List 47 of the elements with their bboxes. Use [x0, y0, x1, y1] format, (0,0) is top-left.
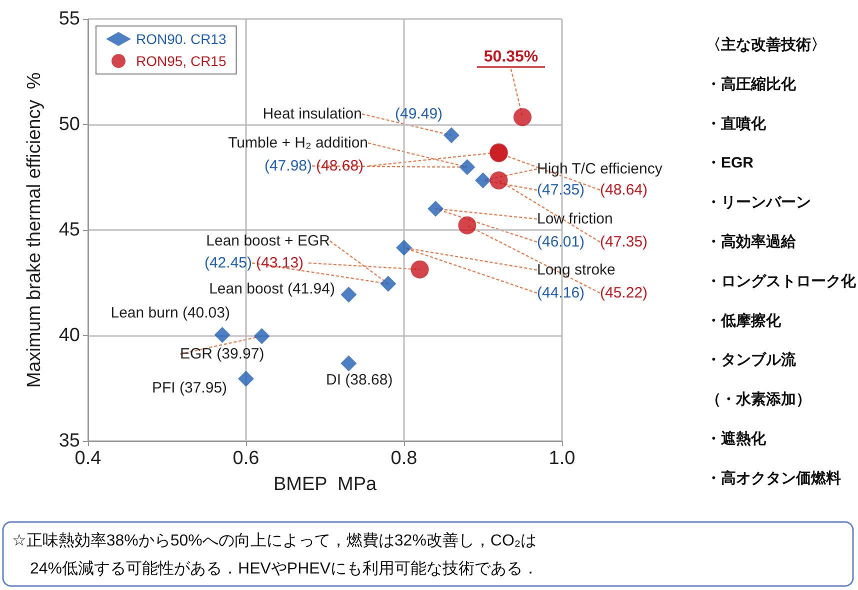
- text: ・高効率過給: [706, 232, 797, 250]
- y-tick-label: 45: [58, 220, 80, 240]
- y-tick-label: 55: [58, 8, 80, 30]
- data-label: (46.01): [537, 234, 585, 250]
- data-label: (49.49): [395, 106, 443, 122]
- x-tick-label: 0.8: [390, 448, 418, 469]
- data-label: (42.45): [204, 254, 252, 272]
- data-label: (47.98): [264, 158, 312, 174]
- text: ・EGR: [706, 154, 754, 172]
- annotation: DI (38.68): [326, 372, 393, 388]
- text: ・低摩擦化: [706, 311, 782, 330]
- annotation: Heat insulation: [262, 106, 362, 122]
- text: 〈主な改善技術〉: [706, 36, 826, 54]
- x-tick-label: 1.0: [548, 448, 576, 469]
- data-label: (48.64): [600, 182, 648, 198]
- y-axis-title: Maximum brake thermal efficiency %: [24, 72, 45, 388]
- annotation: Lean burn (40.03): [110, 304, 230, 322]
- legend-label: RON95, CR15: [136, 53, 226, 69]
- data-label: (44.16): [537, 284, 585, 302]
- text: ・高オクタン価燃料: [706, 468, 841, 487]
- text: ・遮熱化: [706, 430, 767, 448]
- text: ・高圧縮比化: [706, 74, 797, 93]
- text: （・水素添加）: [706, 391, 811, 408]
- legend-label: RON90. CR13: [136, 31, 226, 47]
- y-tick-label: 50: [58, 114, 80, 135]
- x-tick-label: 0.6: [232, 448, 260, 469]
- annotation: Low friction: [537, 210, 613, 228]
- annotation: EGR (39.97): [180, 346, 264, 362]
- text: ・直噴化: [706, 115, 767, 132]
- data-label: 50.35%: [484, 48, 538, 66]
- y-tick-label: 40: [58, 325, 80, 346]
- data-label: (45.22): [600, 284, 648, 302]
- annotation: PFI (37.95): [152, 380, 228, 396]
- text: ・ロングストローク化: [706, 272, 857, 290]
- data-label: (47.35): [537, 182, 585, 198]
- text: ☆正味熱効率38%から50%への向上によって，燃費は32%改善し，CO₂は: [12, 532, 537, 550]
- annotation: Lean boost + EGR: [206, 232, 330, 250]
- x-axis-title: BMEP MPa: [273, 474, 377, 495]
- data-label: (43.13): [256, 254, 304, 272]
- text: ・リーンバーン: [706, 194, 811, 212]
- annotation: Lean boost (41.94): [209, 280, 335, 298]
- text: ・タンブル流: [706, 350, 797, 369]
- annotation: Tumble + H₂ addition: [228, 134, 368, 152]
- data-label: (47.35): [600, 234, 648, 250]
- annotation: High T/C efficiency: [537, 160, 663, 178]
- text: 24%低減する可能性がある．HEVやPHEVにも利用可能な技術である．: [30, 560, 538, 578]
- annotation: Long stroke: [537, 262, 616, 278]
